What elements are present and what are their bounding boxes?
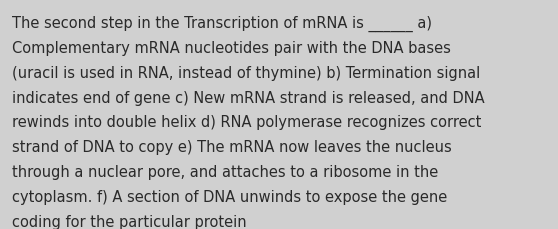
Text: strand of DNA to copy e) The mRNA now leaves the nucleus: strand of DNA to copy e) The mRNA now le… (12, 140, 452, 155)
Text: cytoplasm. f) A section of DNA unwinds to expose the gene: cytoplasm. f) A section of DNA unwinds t… (12, 189, 448, 204)
Text: (uracil is used in RNA, instead of thymine) b) Termination signal: (uracil is used in RNA, instead of thymi… (12, 65, 480, 80)
Text: Complementary mRNA nucleotides pair with the DNA bases: Complementary mRNA nucleotides pair with… (12, 41, 451, 56)
Text: through a nuclear pore, and attaches to a ribosome in the: through a nuclear pore, and attaches to … (12, 164, 439, 179)
Text: coding for the particular protein: coding for the particular protein (12, 214, 247, 229)
Text: rewinds into double helix d) RNA polymerase recognizes correct: rewinds into double helix d) RNA polymer… (12, 115, 482, 130)
Text: indicates end of gene c) New mRNA strand is released, and DNA: indicates end of gene c) New mRNA strand… (12, 90, 485, 105)
Text: The second step in the Transcription of mRNA is ______ a): The second step in the Transcription of … (12, 16, 432, 32)
